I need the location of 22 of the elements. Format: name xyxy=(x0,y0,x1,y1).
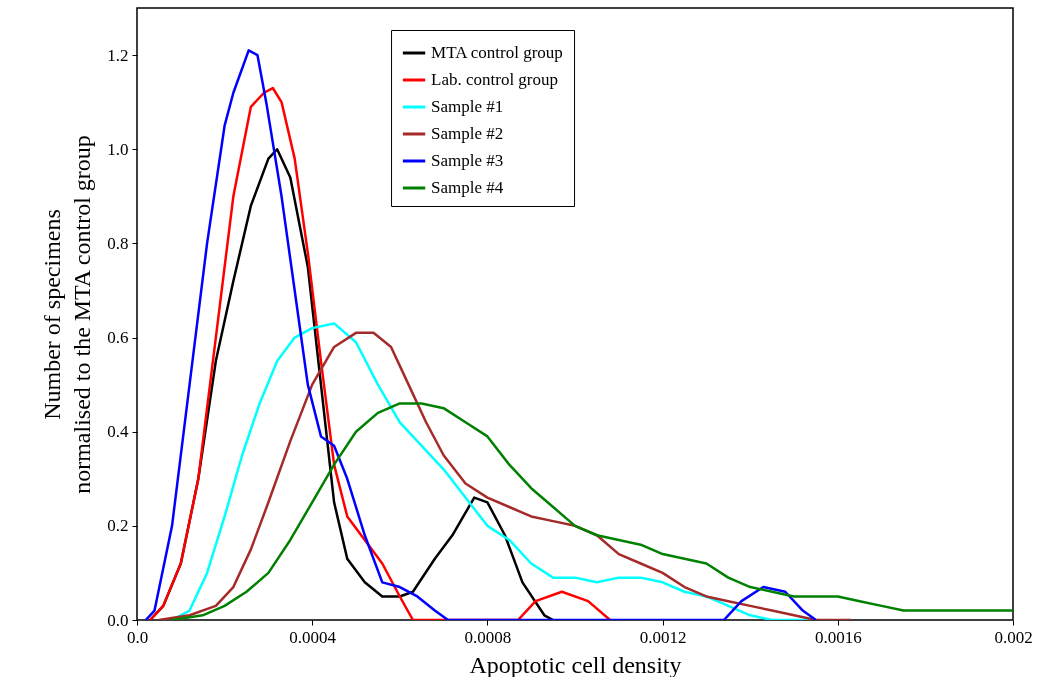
line-series xyxy=(170,402,1013,620)
legend-label: Sample #3 xyxy=(431,151,504,170)
legend-label: Sample #2 xyxy=(431,124,504,143)
legend-label: MTA control group xyxy=(431,43,563,62)
x-tick-label: 0.0 xyxy=(126,627,149,647)
legend-label: Sample #4 xyxy=(431,178,504,197)
y-tick-label: 1.0 xyxy=(107,139,129,159)
x-tick-label: 0.002 xyxy=(994,627,1033,647)
y-tick-label: 0.8 xyxy=(107,233,129,253)
y-tick-label: 0.6 xyxy=(107,328,129,348)
x-axis-title: Apoptotic cell density xyxy=(469,651,682,678)
x-tick-label: 0.0004 xyxy=(289,627,337,647)
y-tick-label: 1.2 xyxy=(107,45,129,65)
legend-label: Lab. control group xyxy=(431,70,559,89)
y-tick-label: 0.0 xyxy=(107,610,129,630)
x-tick-label: 0.0008 xyxy=(464,627,512,647)
y-tick-label: 0.4 xyxy=(107,422,129,442)
legend-label: Sample #1 xyxy=(431,97,504,116)
x-tick-label: 0.0012 xyxy=(639,627,687,647)
x-tick-label: 0.0016 xyxy=(814,627,862,647)
y-axis-title: Number of specimens normalised to the MTA control group xyxy=(39,135,96,494)
y-tick-label: 0.2 xyxy=(107,516,129,536)
